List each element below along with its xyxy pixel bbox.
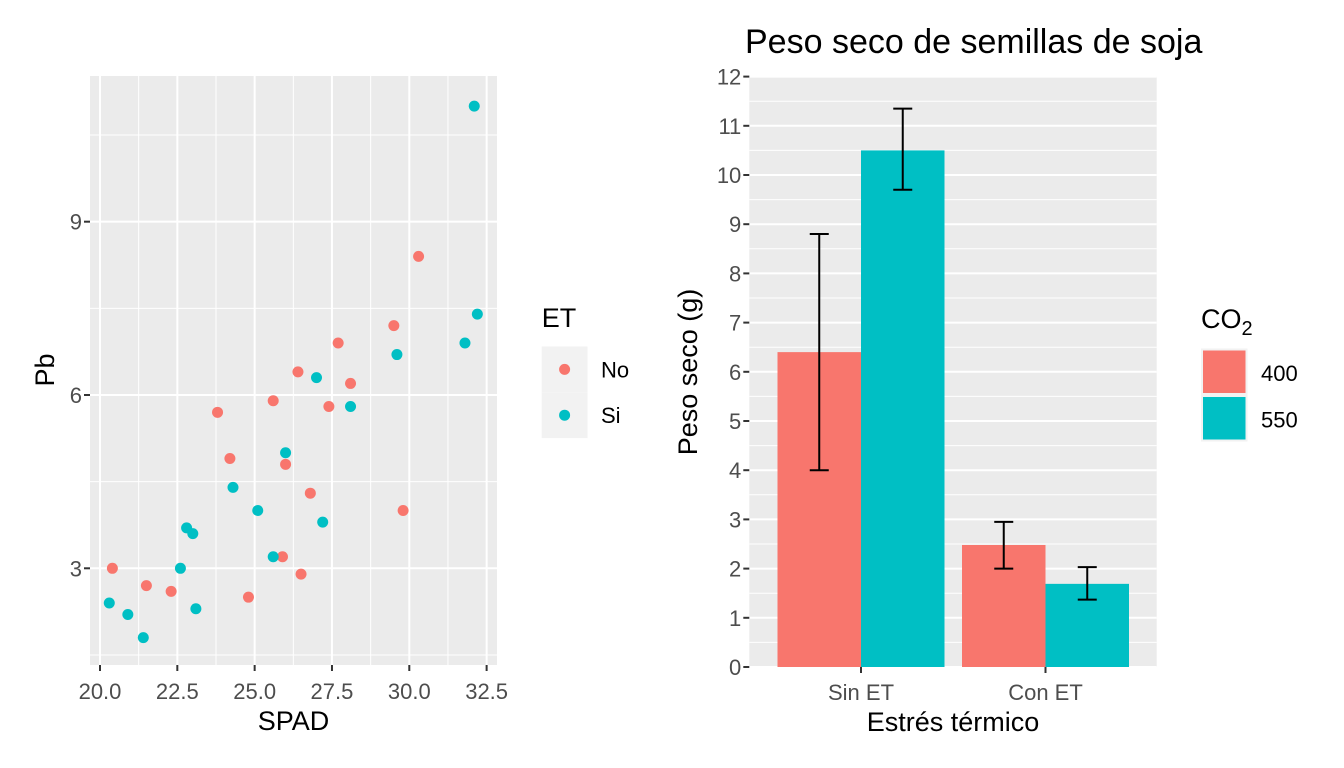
scatter-point-no <box>397 505 409 517</box>
scatter-point-si <box>459 337 471 349</box>
y-tick-label: 9 <box>70 210 82 235</box>
legend-item-label: 550 <box>1261 407 1298 432</box>
y-tick-label: 4 <box>729 458 741 483</box>
legend-item-label: Si <box>601 403 621 428</box>
y-tick-label: 7 <box>729 311 741 336</box>
legend-point-swatch <box>559 409 571 421</box>
x-tick-label: Con ET <box>1008 680 1083 705</box>
legend-fill-swatch <box>1203 397 1246 440</box>
scatter-point-si <box>317 516 329 528</box>
scatter-point-si <box>280 447 292 459</box>
scatter-point-si <box>267 551 279 563</box>
scatter-y-axis-title: Pb <box>30 353 60 386</box>
scatter-point-no <box>106 562 118 574</box>
scatter-point-si <box>190 603 202 615</box>
y-tick-label: 3 <box>729 507 741 532</box>
y-tick-label: 10 <box>717 163 741 188</box>
scatter-point-si <box>227 481 239 493</box>
y-tick-label: 8 <box>729 261 741 286</box>
bar-sin-et-550 <box>861 150 945 667</box>
y-tick-label: 2 <box>729 557 741 582</box>
legend-point-swatch <box>559 363 571 375</box>
scatter-point-si <box>391 349 403 361</box>
scatter-point-no <box>140 580 152 592</box>
scatter-point-si <box>252 505 264 517</box>
scatter-point-no <box>345 377 357 389</box>
scatter-x-axis-title: SPAD <box>258 706 330 736</box>
bar-chart-title: Peso seco de semillas de soja <box>745 23 1202 61</box>
scatter-point-si <box>471 308 483 320</box>
scatter-point-no <box>212 406 224 418</box>
scatter-point-si <box>311 372 323 384</box>
y-tick-label: 6 <box>729 360 741 385</box>
legend-item-label: 400 <box>1261 361 1298 386</box>
scatter-point-si <box>468 100 480 112</box>
scatter-point-no <box>280 458 292 470</box>
x-tick-label: 32.5 <box>465 679 508 704</box>
legend-title-subscript: 2 <box>1242 318 1253 340</box>
y-tick-label: 5 <box>729 409 741 434</box>
y-tick-label: 3 <box>70 556 82 581</box>
scatter-point-no <box>304 487 316 499</box>
scatter-point-no <box>267 395 279 407</box>
scatter-point-no <box>332 337 344 349</box>
y-tick-label: 12 <box>717 65 741 90</box>
scatter-point-no <box>388 320 400 332</box>
legend-fill-swatch <box>1203 350 1246 393</box>
scatter-point-no <box>323 401 335 413</box>
scatter-point-no <box>165 585 177 597</box>
scatter-point-no <box>242 591 254 603</box>
scatter-point-no <box>413 250 425 262</box>
scatter-point-no <box>276 551 288 563</box>
scatter-point-si <box>122 609 134 621</box>
y-tick-label: 1 <box>729 606 741 631</box>
scatter-point-si <box>345 401 357 413</box>
scatter-plot-layer: 20.0 22.5 25.0 27.5 30.0 32.5 3 6 9 No Si <box>70 76 629 704</box>
x-tick-label: 27.5 <box>311 679 354 704</box>
bar-y-axis-title: Peso seco (g) <box>673 289 703 456</box>
scatter-point-no <box>292 366 304 378</box>
scatter-point-no <box>224 453 236 465</box>
bar-x-axis-title: Estrés térmico <box>867 707 1040 737</box>
y-tick-label: 9 <box>729 212 741 237</box>
legend-item-label: No <box>601 357 629 382</box>
x-tick-label: 25.0 <box>233 679 276 704</box>
bar-legend-title: CO2 <box>1201 304 1253 340</box>
y-tick-label: 6 <box>70 383 82 408</box>
scatter-point-no <box>295 568 307 580</box>
x-tick-label: Sin ET <box>828 680 894 705</box>
scatter-legend-title: ET <box>542 303 577 333</box>
scatter-point-si <box>187 528 199 540</box>
x-tick-label: 20.0 <box>79 679 122 704</box>
x-tick-label: 22.5 <box>156 679 199 704</box>
x-tick-label: 30.0 <box>388 679 431 704</box>
y-tick-label: 0 <box>729 655 741 680</box>
scatter-point-si <box>137 632 149 644</box>
y-tick-label: 11 <box>718 114 741 139</box>
scatter-point-si <box>103 597 115 609</box>
scatter-point-si <box>174 562 186 574</box>
